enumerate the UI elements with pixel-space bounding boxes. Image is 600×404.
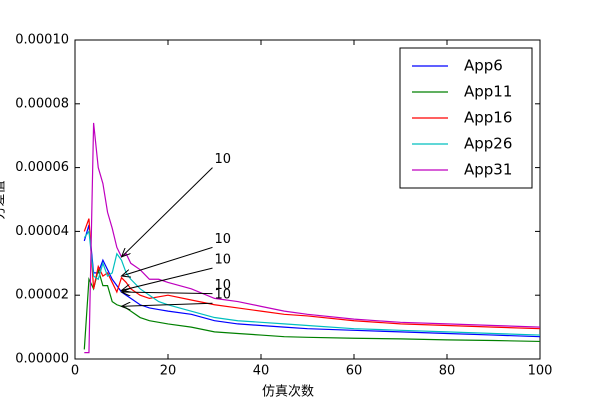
y-tick-label: 0.00010: [15, 33, 69, 48]
x-tick-label: 0: [71, 364, 79, 379]
y-tick-label: 0.00008: [15, 96, 69, 111]
x-tick-label: 80: [439, 364, 456, 379]
plot-frame: [74, 39, 541, 360]
x-tick-label: 20: [160, 364, 177, 379]
annotation-arrow: [122, 246, 213, 276]
x-tick-label: 40: [253, 364, 270, 379]
data-line: [83, 218, 541, 330]
annotation-arrow: [122, 303, 213, 306]
y-tick-label: 0.00004: [15, 224, 69, 239]
annotation-text: 10: [215, 278, 232, 293]
annotation-arrow: [122, 292, 213, 294]
annotation-arrow: [122, 167, 213, 257]
y-tick-label: 0.00000: [15, 352, 69, 367]
y-tick-label: 0.00006: [15, 160, 69, 175]
x-axis-label: 仿真次数: [262, 384, 314, 400]
y-axis-label: 方差值: [0, 180, 8, 219]
y-tick-label: 0.00002: [15, 288, 69, 303]
data-line: [83, 229, 541, 336]
legend-label: App11: [464, 83, 512, 101]
data-line: [83, 267, 541, 350]
data-line: [83, 224, 541, 338]
annotation-text: 10: [215, 152, 232, 167]
annotation-text: 10: [215, 253, 232, 268]
legend-label: App26: [464, 135, 512, 153]
legend-label: App31: [464, 161, 512, 179]
x-tick-label: 100: [528, 364, 553, 379]
legend-label: App16: [464, 109, 512, 127]
x-tick-label: 60: [346, 364, 363, 379]
annotation-text: 10: [215, 232, 232, 247]
legend-label: App6: [464, 57, 503, 75]
annotation-text: 10: [215, 288, 232, 303]
data-line: [84, 122, 541, 354]
annotation-arrow: [122, 267, 213, 290]
